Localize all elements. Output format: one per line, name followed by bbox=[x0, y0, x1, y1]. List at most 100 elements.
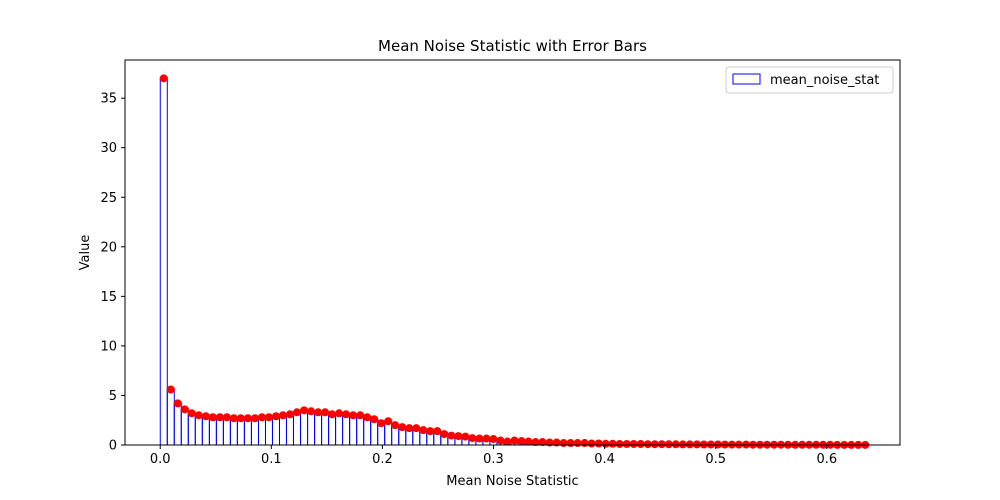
data-point bbox=[594, 439, 603, 448]
data-point bbox=[194, 411, 203, 420]
data-point bbox=[615, 440, 624, 449]
data-point bbox=[356, 411, 365, 420]
data-point bbox=[391, 421, 400, 430]
data-point bbox=[587, 439, 596, 448]
data-point bbox=[349, 411, 358, 420]
data-point bbox=[250, 414, 259, 423]
x-axis-title: Mean Noise Statistic bbox=[446, 474, 578, 489]
data-point bbox=[426, 427, 435, 436]
y-tick-label: 20 bbox=[100, 240, 117, 255]
data-point bbox=[363, 413, 372, 422]
data-point bbox=[285, 410, 294, 419]
x-tick-label: 0.0 bbox=[150, 452, 171, 467]
data-point bbox=[489, 435, 498, 444]
data-point bbox=[566, 439, 575, 448]
data-point bbox=[468, 434, 477, 443]
y-tick-label: 15 bbox=[100, 290, 117, 305]
legend-label: mean_noise_stat bbox=[770, 73, 879, 88]
y-tick-label: 0 bbox=[109, 439, 117, 454]
x-tick-label: 0.4 bbox=[594, 452, 615, 467]
data-point bbox=[236, 414, 245, 423]
data-point bbox=[601, 439, 610, 448]
data-point bbox=[201, 412, 210, 421]
data-point bbox=[243, 414, 252, 423]
data-point bbox=[215, 413, 224, 422]
x-tick-label: 0.3 bbox=[483, 452, 504, 467]
data-point bbox=[650, 440, 659, 449]
chart-title: Mean Noise Statistic with Error Bars bbox=[378, 37, 647, 55]
data-point bbox=[187, 409, 196, 418]
data-point bbox=[517, 437, 526, 446]
data-point bbox=[264, 413, 273, 422]
data-point bbox=[461, 432, 470, 441]
data-point bbox=[384, 417, 393, 426]
data-point bbox=[678, 440, 687, 449]
data-point bbox=[447, 431, 456, 440]
data-point bbox=[278, 411, 287, 420]
data-point bbox=[321, 408, 330, 417]
y-tick-label: 25 bbox=[100, 191, 117, 206]
data-point bbox=[573, 439, 582, 448]
data-point bbox=[419, 426, 428, 435]
legend: mean_noise_stat bbox=[725, 66, 894, 94]
data-point bbox=[685, 440, 694, 449]
data-point bbox=[608, 439, 617, 448]
data-point bbox=[335, 409, 344, 418]
data-point bbox=[454, 432, 463, 441]
data-point bbox=[440, 430, 449, 439]
y-tick-label: 30 bbox=[100, 141, 117, 156]
data-point bbox=[307, 407, 316, 416]
x-tick-label: 0.2 bbox=[372, 452, 393, 467]
x-tick-label: 0.1 bbox=[261, 452, 282, 467]
data-point bbox=[412, 424, 421, 433]
data-point bbox=[271, 412, 280, 421]
data-point bbox=[433, 427, 442, 436]
data-point bbox=[657, 440, 666, 449]
data-point bbox=[531, 438, 540, 447]
data-point bbox=[559, 439, 568, 448]
data-point bbox=[643, 440, 652, 449]
data-point bbox=[671, 440, 680, 449]
data-point bbox=[664, 440, 673, 449]
data-point bbox=[503, 437, 512, 446]
y-axis: 0 5 10 15 20 25 30 35 bbox=[100, 92, 125, 454]
y-tick-label: 5 bbox=[109, 389, 117, 404]
data-point bbox=[159, 74, 168, 83]
data-point bbox=[342, 410, 351, 419]
data-point bbox=[314, 408, 323, 417]
data-point bbox=[510, 436, 519, 445]
data-point bbox=[300, 406, 309, 415]
data-point bbox=[377, 419, 386, 428]
data-point bbox=[257, 413, 266, 422]
data-point bbox=[692, 440, 701, 449]
data-point bbox=[173, 399, 182, 408]
data-point bbox=[524, 437, 533, 446]
plot-area bbox=[124, 59, 901, 449]
x-axis: 0.0 0.1 0.2 0.3 0.4 0.5 0.6 bbox=[150, 445, 837, 467]
data-point bbox=[328, 410, 337, 419]
data-point bbox=[496, 436, 505, 445]
data-point bbox=[166, 385, 175, 394]
error-markers bbox=[159, 74, 870, 449]
data-point bbox=[180, 405, 189, 414]
data-point bbox=[398, 423, 407, 432]
y-tick-label: 10 bbox=[100, 339, 117, 354]
data-point bbox=[482, 434, 491, 443]
data-point bbox=[538, 438, 547, 447]
data-point bbox=[580, 439, 589, 448]
x-tick-label: 0.5 bbox=[705, 452, 726, 467]
data-point bbox=[370, 415, 379, 424]
x-tick-label: 0.6 bbox=[816, 452, 837, 467]
axes-frame bbox=[124, 59, 901, 446]
data-point bbox=[208, 413, 217, 422]
y-tick-label: 35 bbox=[100, 92, 117, 107]
legend-swatch bbox=[732, 73, 761, 85]
data-point bbox=[475, 434, 484, 443]
data-point bbox=[405, 424, 414, 433]
data-point bbox=[622, 440, 631, 449]
data-point bbox=[222, 413, 231, 422]
legend-frame bbox=[725, 66, 894, 94]
data-point bbox=[629, 440, 638, 449]
data-point bbox=[292, 408, 301, 417]
